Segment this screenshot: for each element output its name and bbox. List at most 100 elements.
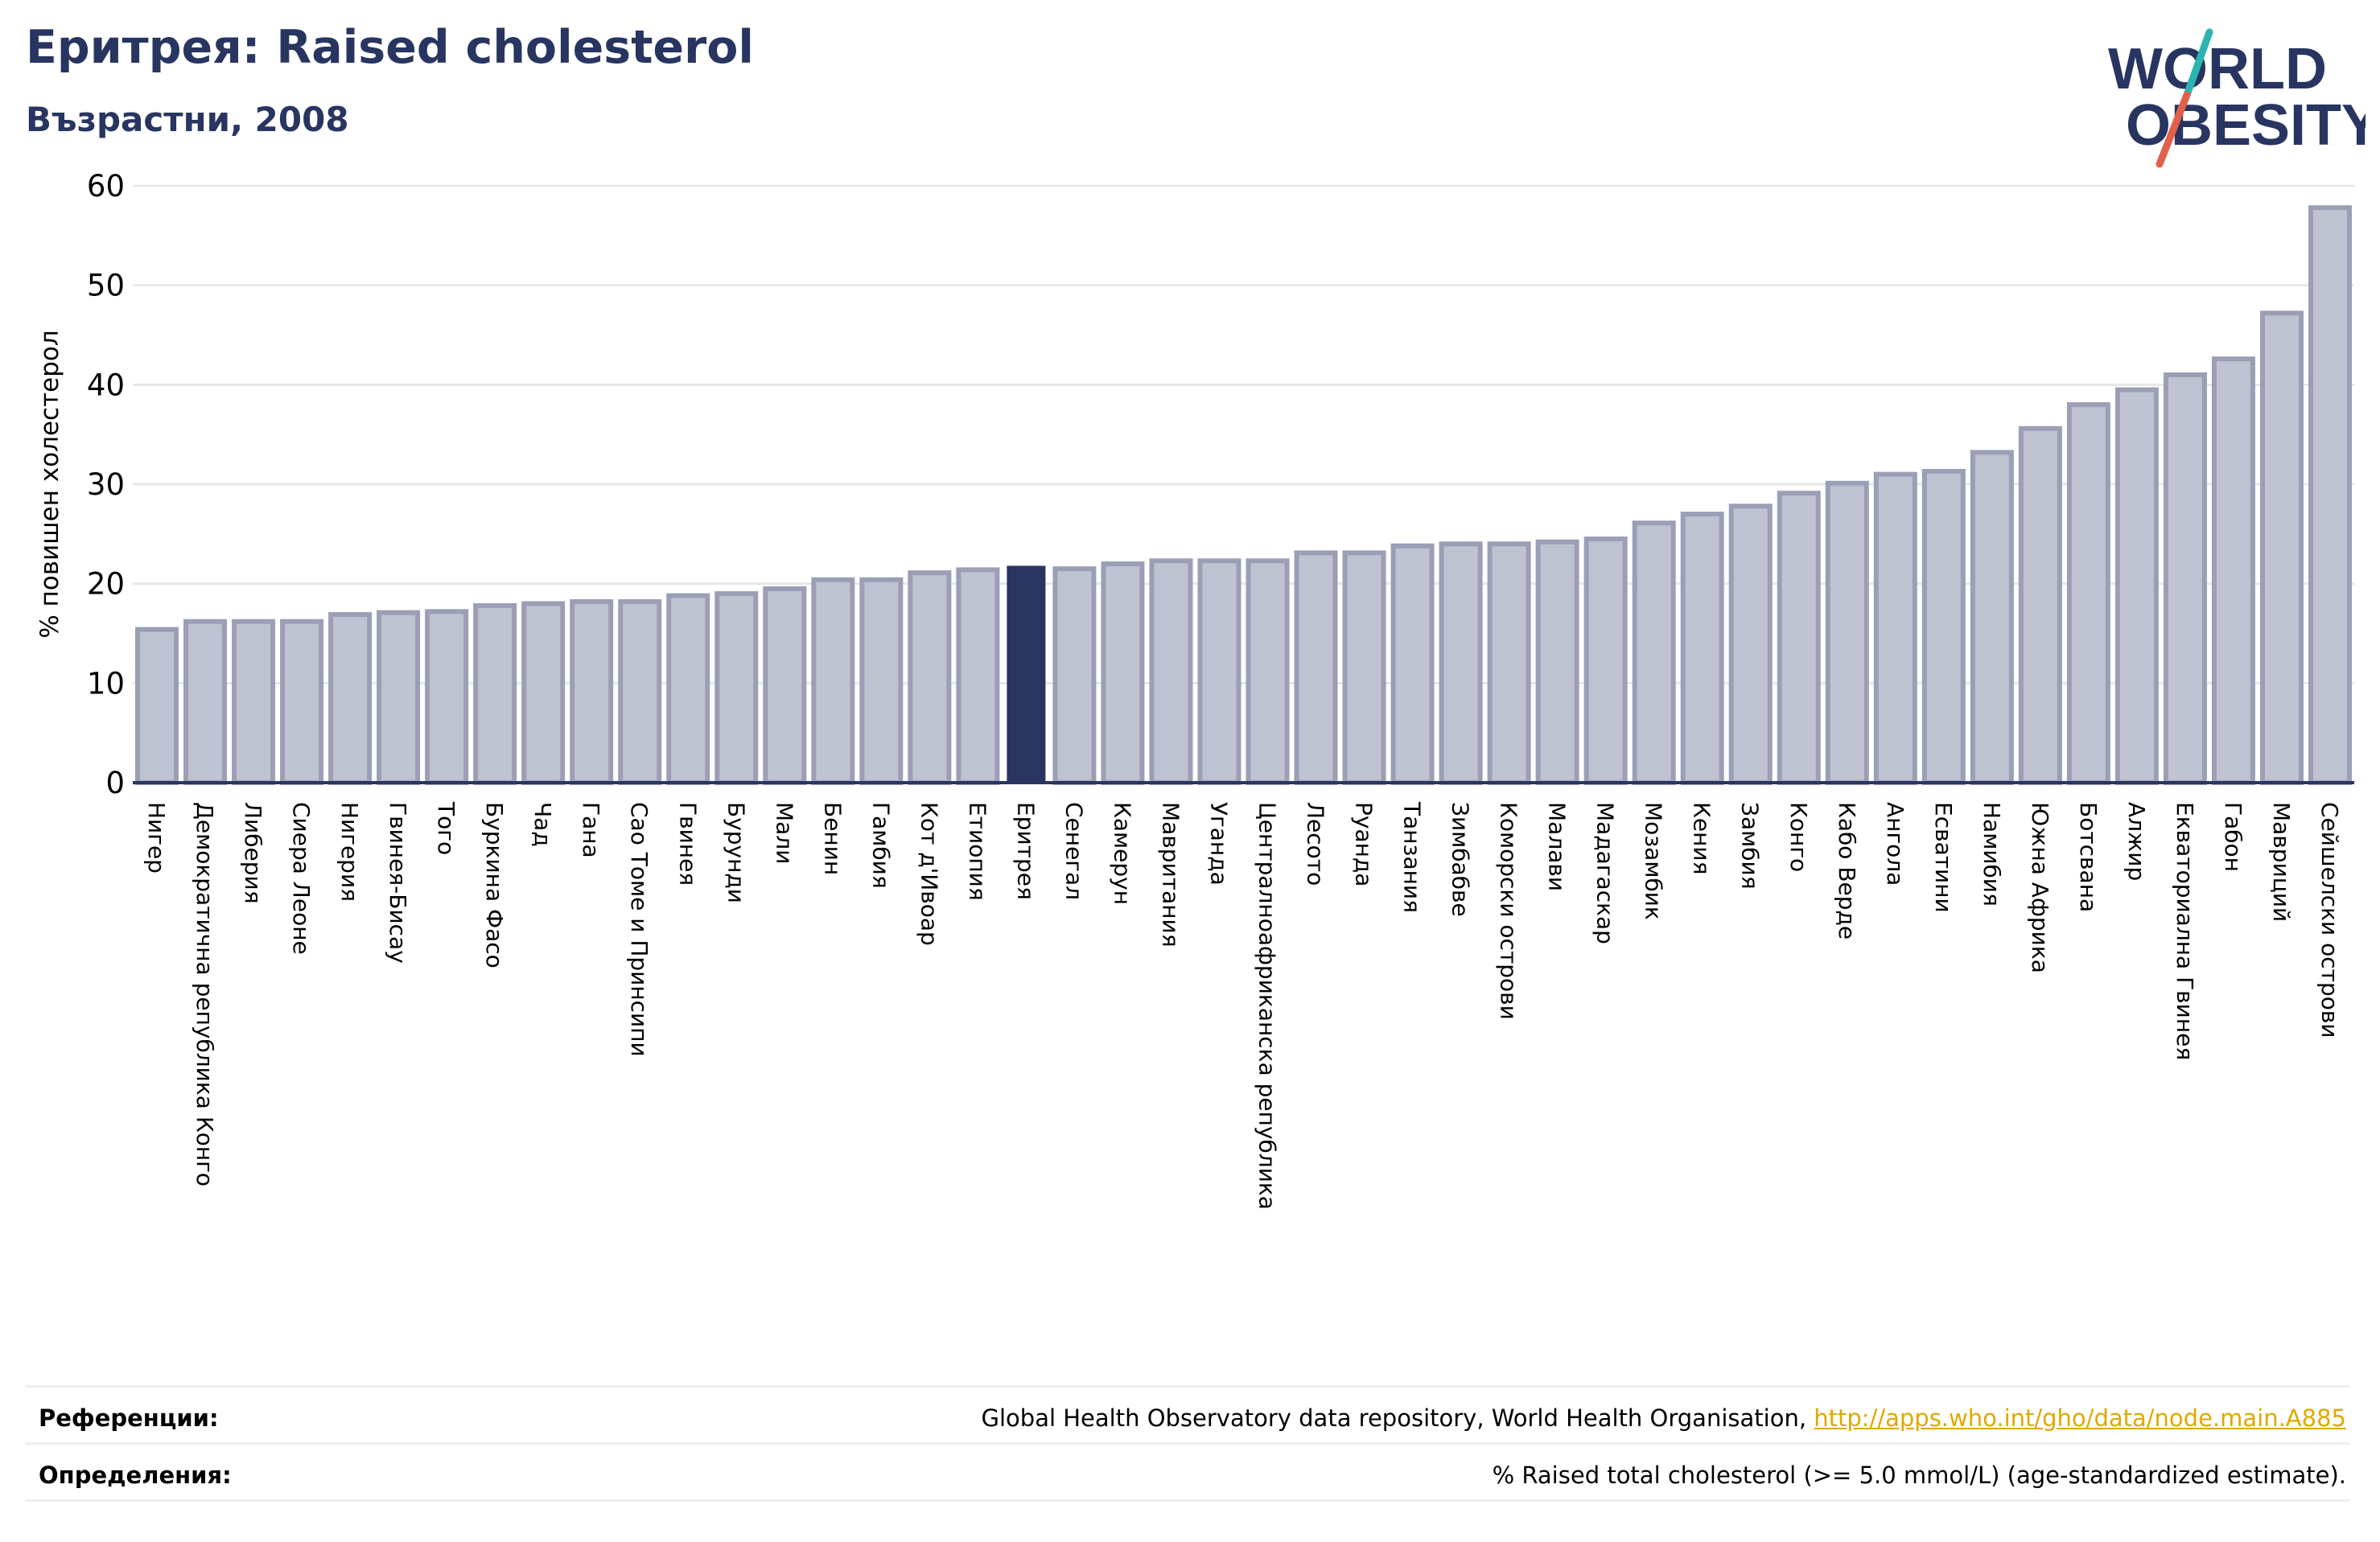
x-tick-label: Руанда [1351,802,1377,886]
bar[interactable] [2018,426,2062,785]
bar[interactable] [666,593,710,785]
x-tick-label: Габон [2220,802,2246,872]
y-tick-label: 60 [87,169,125,204]
logo-slash-top [2183,28,2213,99]
references-link[interactable]: http://apps.who.int/gho/data/node.main.A… [1814,1404,2346,1432]
logo-slash-bottom [2156,91,2191,168]
bar[interactable] [1632,520,1676,785]
bar[interactable] [1970,450,2014,786]
x-tick-label: Централноафриканска република [1254,802,1281,1210]
y-axis-title: % повишен холестерол [35,330,64,638]
x-tick-label: Етиопия [964,802,990,901]
x-tick-label: Камерун [1109,802,1135,905]
bar[interactable] [2259,310,2304,785]
bar[interactable] [1825,480,1869,785]
x-tick-label: Мадагаскар [1592,802,1619,944]
x-tick-label: Сенегал [1060,802,1087,900]
bar[interactable] [2163,372,2207,785]
x-tick-label: Конго [1785,802,1812,872]
footer-top-rule [26,1385,2349,1388]
x-tick-label: Бурунди [723,802,749,903]
x-tick-label: Екваториална Гвинея [2172,802,2198,1060]
x-tick-label: Гвинея [674,802,701,886]
bar[interactable] [328,612,373,786]
x-tick-label: Мавритания [1157,802,1184,948]
bar[interactable] [763,586,807,785]
bar[interactable] [377,610,421,786]
bar[interactable] [2308,205,2352,785]
references-value: Global Health Observatory data repositor… [982,1404,2346,1432]
bar[interactable] [135,627,179,786]
bar[interactable] [473,602,517,786]
y-tick-label: 50 [87,269,125,303]
x-tick-label: Намибия [1979,802,2005,907]
x-tick-label: Буркина Фасо [481,802,508,968]
bar[interactable] [2211,356,2255,785]
x-tick-label: Кот д'Ивоар [916,802,942,946]
footer-bottom-rule [26,1499,2349,1502]
x-tick-label: Ангола [1882,802,1909,886]
bar[interactable] [1390,543,1435,785]
bar[interactable] [1777,491,1821,785]
bar[interactable] [570,598,614,786]
x-tick-label: Замбия [1737,802,1764,890]
x-tick-label: Алжир [2123,802,2150,881]
x-tick-label: Гана [578,802,604,858]
bar-layer [135,205,2352,786]
bar[interactable] [811,577,855,785]
x-tick-label: Гвинея-Бисау [385,802,411,964]
bar[interactable] [2114,387,2159,785]
bar[interactable] [1921,468,1966,785]
bar[interactable] [1246,558,1290,785]
bar[interactable] [908,570,952,786]
x-tick-label: Еритрея [1012,802,1039,900]
footer-middle-rule [26,1442,2349,1445]
bar[interactable] [1439,541,1483,785]
x-tick-label: Нигерия [336,802,363,902]
x-tick-label: Танзания [1399,801,1426,913]
bar[interactable] [521,601,566,786]
bar[interactable] [859,577,904,785]
y-tick-label: 0 [105,766,125,800]
x-tick-label: Зимбабве [1447,802,1474,917]
world-obesity-logo[interactable]: WORLD OBESITY [2092,24,2366,169]
x-tick-label: Есватини [1930,802,1957,913]
bar[interactable] [280,619,324,785]
x-tick-label: Чад [529,802,556,847]
bar[interactable] [2066,402,2110,785]
bar[interactable] [183,619,228,785]
bar[interactable] [618,598,662,786]
bar[interactable] [1052,566,1097,785]
bar[interactable] [1728,504,1773,785]
definitions-value: % Raised total cholesterol (>= 5.0 mmol/… [1492,1462,2346,1489]
bar-highlighted[interactable] [1007,565,1046,783]
bar[interactable] [1197,558,1241,785]
bar[interactable] [714,591,759,785]
chart-title: Еритрея: Raised cholesterol [26,21,754,74]
bar[interactable] [1873,471,1917,786]
x-tick-label: Мозамбик [1641,802,1667,920]
y-tick-label: 20 [87,567,125,602]
x-tick-label: Кения [1689,802,1715,874]
bar[interactable] [1342,550,1386,786]
definitions-row: Определения: % Raised total cholesterol … [26,1445,2349,1502]
bar[interactable] [1149,558,1193,785]
bar[interactable] [1487,541,1531,785]
bar[interactable] [1583,537,1628,785]
x-tick-label: Мавриций [2268,802,2295,922]
x-tick-label-layer: Нигер Демократична република Конго Либерия… [143,801,2343,1210]
bar[interactable] [232,619,276,785]
y-tick-label: 30 [87,467,125,502]
bar[interactable] [1294,550,1338,786]
x-tick-label: Сао Томе и Принсипи [626,802,653,1057]
bar[interactable] [1101,561,1145,786]
x-tick-label: Сейшелски острови [2316,802,2343,1038]
x-tick-label: Того [433,801,459,855]
bar[interactable] [1680,512,1724,785]
bar[interactable] [425,609,469,785]
x-tick-label: Сиера Леоне [288,802,315,955]
chart-subtitle: Възрастни, 2008 [26,100,349,139]
bar[interactable] [956,567,1000,785]
x-tick-label: Мали [771,802,797,864]
bar[interactable] [1535,539,1579,786]
